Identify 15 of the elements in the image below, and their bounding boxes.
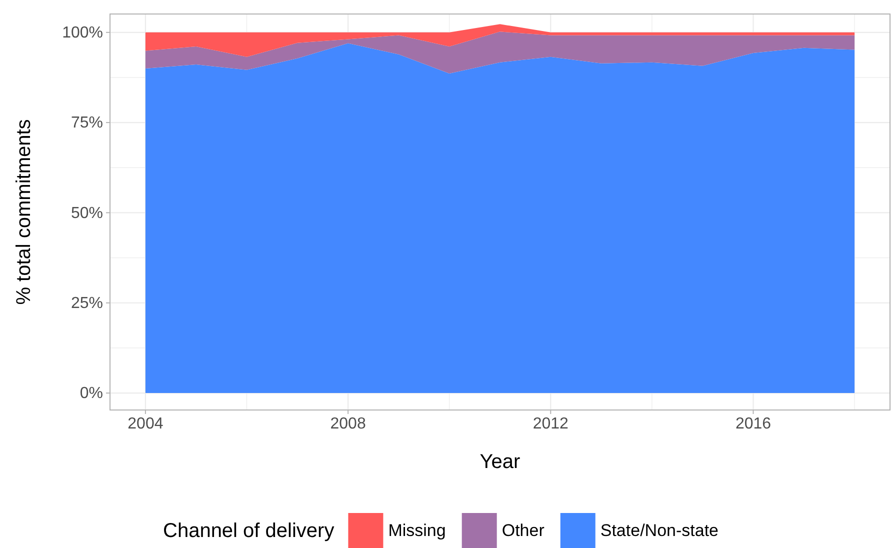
y-tick-label: 50%	[70, 204, 103, 222]
x-tick-label: 2012	[532, 415, 569, 432]
x-tick-label: 2004	[128, 415, 164, 432]
y-axis-title: % total commitments	[13, 119, 35, 305]
y-tick-label: 75%	[70, 114, 103, 132]
legend-label: State/Non-state	[600, 521, 718, 540]
legend-label: Missing	[388, 521, 446, 540]
y-tick-label: 25%	[70, 295, 103, 312]
y-tick-label: 0%	[80, 385, 103, 402]
x-axis-title: Year	[480, 451, 521, 473]
x-tick-label: 2008	[330, 415, 366, 432]
y-tick-label: 100%	[62, 24, 103, 42]
legend-label: Other	[502, 521, 545, 540]
x-tick-label: 2016	[735, 415, 772, 432]
legend-title: Channel of delivery	[163, 520, 334, 542]
